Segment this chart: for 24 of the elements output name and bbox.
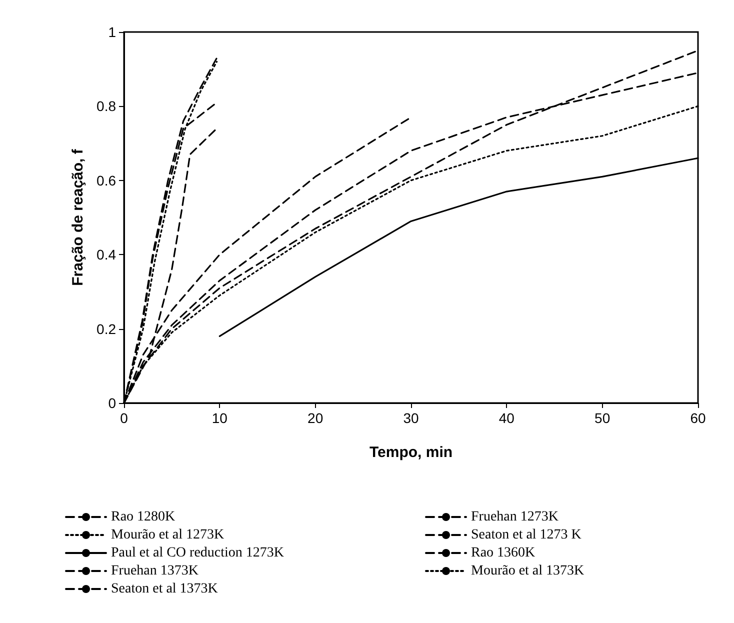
y-tick-label: 1 [108, 24, 116, 40]
legend-label: Fruehan 1373K [111, 564, 198, 578]
x-tick-label: 10 [212, 410, 228, 426]
legend-label: Mourão et al 1373K [471, 564, 584, 578]
legend-label: Paul et al CO reduction 1273K [111, 546, 284, 560]
x-tick-label: 0 [120, 410, 128, 426]
legend-label: Mourão et al 1273K [111, 528, 224, 542]
y-tick-label: 0.6 [96, 172, 116, 188]
x-axis-title: Tempo, min [369, 444, 453, 461]
y-axis-title: Fração de reação, f [70, 148, 87, 286]
legend-label: Seaton et al 1373K [111, 582, 218, 596]
x-tick-label: 30 [403, 410, 419, 426]
y-tick-label: 0.4 [96, 246, 116, 263]
x-tick-label: 20 [308, 410, 324, 426]
x-tick-label: 40 [498, 410, 515, 426]
legend-label: Rao 1280K [111, 510, 176, 524]
legend-label: Fruehan 1273K [471, 510, 558, 524]
y-tick-label: 0 [108, 395, 116, 411]
legend-label: Seaton et al 1273 K [471, 528, 582, 542]
y-tick-label: 0.2 [96, 320, 116, 337]
legend-label: Rao 1360K [471, 546, 536, 560]
y-tick-label: 0.8 [96, 98, 116, 114]
x-tick-label: 60 [690, 410, 706, 426]
x-tick-label: 50 [594, 410, 610, 426]
